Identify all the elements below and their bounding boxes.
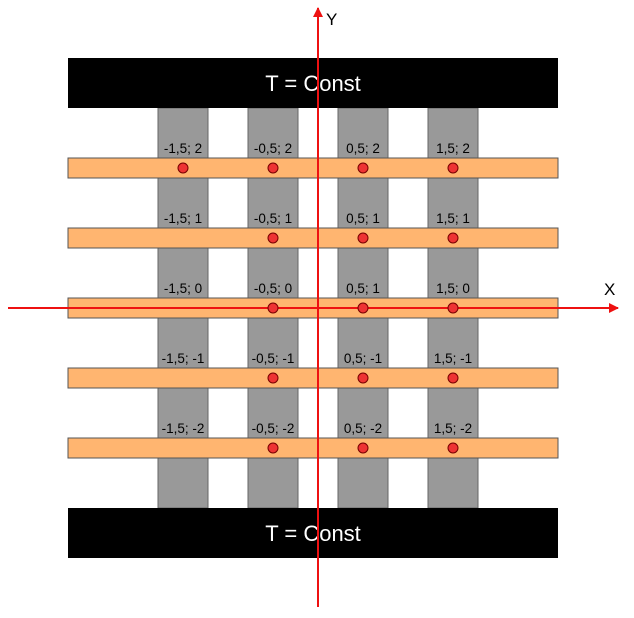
grid-node [357, 372, 369, 384]
cell-coordinate-label: -0,5; 0 [254, 281, 292, 296]
top-plate [68, 58, 558, 108]
horizontal-strip [67, 227, 559, 249]
grid-node [267, 232, 279, 244]
grid-node [267, 372, 279, 384]
bottom-plate [68, 508, 558, 558]
label-layer: -1,5; 2 -0,5; 2 0,5; 2 1,5; 2 -1,5; 1 -0,5; 1… [162, 141, 473, 436]
node-layer [177, 162, 459, 454]
cell-coordinate-label: -1,5; -2 [162, 421, 205, 436]
top-plate-label: T = Const [265, 71, 361, 96]
cell-coordinate-label: 1,5; 2 [436, 141, 470, 156]
cell-coordinate-label: -1,5; 0 [164, 281, 202, 296]
cell-coordinate-label: 0,5; 1 [346, 281, 380, 296]
x-axis-label: X [604, 280, 615, 299]
cell-coordinate-label: 0,5; 2 [346, 141, 380, 156]
grid-node [447, 372, 459, 384]
grid-node [447, 162, 459, 174]
cell-coordinate-label: -1,5; -1 [162, 351, 205, 366]
cell-coordinate-label: -1,5; 1 [164, 211, 202, 226]
grid-node [447, 232, 459, 244]
grid-node [447, 302, 459, 314]
grid-node [447, 442, 459, 454]
cell-coordinate-label: -0,5; 2 [254, 141, 292, 156]
horizontal-strip [67, 367, 559, 389]
grid-node [177, 162, 189, 174]
cell-coordinate-label: 1,5; 1 [436, 211, 470, 226]
grid-node [357, 302, 369, 314]
cell-coordinate-label: -0,5; -1 [252, 351, 295, 366]
cell-coordinate-label: 0,5; -2 [344, 421, 382, 436]
cell-coordinate-label: -1,5; 2 [164, 141, 202, 156]
grid-node [357, 442, 369, 454]
grid-node [357, 162, 369, 174]
cell-coordinate-label: 0,5; -1 [344, 351, 382, 366]
cell-coordinate-label: 0,5; 1 [346, 211, 380, 226]
cell-coordinate-label: 1,5; 0 [436, 281, 470, 296]
bottom-plate-label: T = Const [265, 521, 361, 546]
cell-coordinate-label: -0,5; -2 [252, 421, 295, 436]
grid-node [267, 162, 279, 174]
cell-coordinate-label: -0,5; 1 [254, 211, 292, 226]
cell-coordinate-label: 1,5; -1 [434, 351, 472, 366]
cell-coordinate-label: 1,5; -2 [434, 421, 472, 436]
grid-node [267, 442, 279, 454]
grid-node [357, 232, 369, 244]
y-axis-label: Y [326, 10, 337, 29]
horizontal-strip [67, 437, 559, 459]
horizontal-strip [67, 157, 559, 179]
grid-node [267, 302, 279, 314]
